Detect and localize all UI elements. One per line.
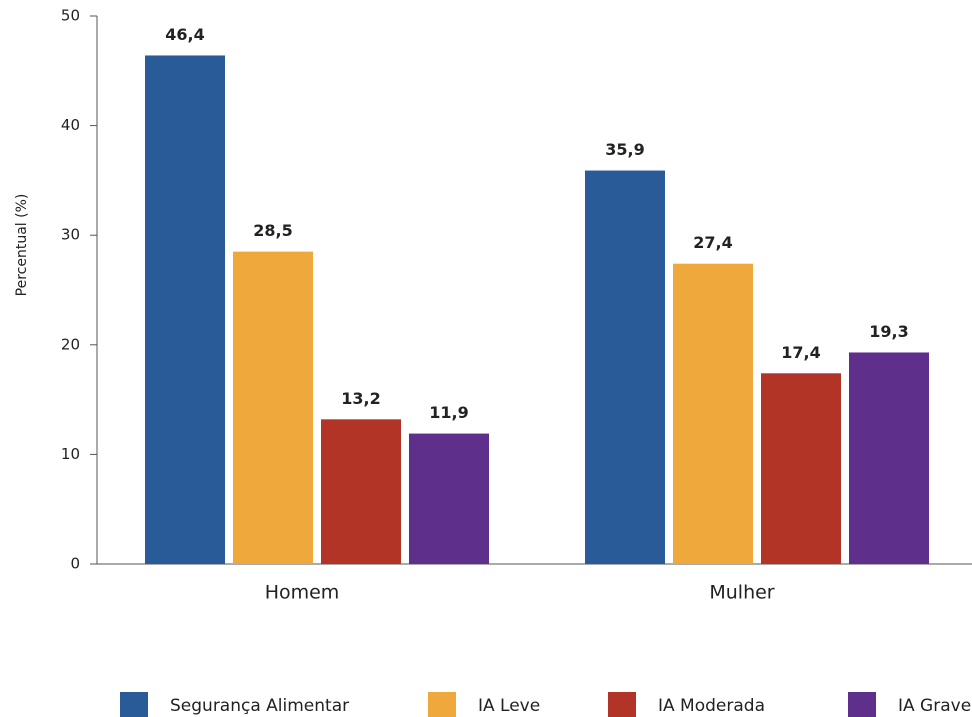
value-label: 28,5 — [253, 221, 292, 240]
value-label: 46,4 — [165, 25, 204, 44]
y-tick-label: 10 — [61, 445, 80, 463]
y-tick-label: 30 — [61, 226, 80, 244]
bar — [409, 433, 489, 564]
y-tick-label: 40 — [61, 116, 80, 134]
y-axis-label: Percentual (%) — [14, 194, 30, 297]
bar — [233, 251, 313, 564]
bar — [673, 263, 753, 564]
legend-swatch — [120, 692, 148, 717]
bar — [145, 55, 225, 565]
value-label: 27,4 — [693, 233, 732, 252]
bar — [849, 352, 929, 564]
value-label: 19,3 — [869, 322, 908, 341]
y-tick-label: 50 — [61, 7, 80, 25]
value-label: 17,4 — [781, 343, 820, 362]
bar — [761, 373, 841, 564]
bar — [321, 419, 401, 564]
legend-label: Segurança Alimentar — [170, 696, 349, 716]
y-tick-label: 20 — [61, 335, 80, 353]
legend-swatch — [608, 692, 636, 717]
legend-label: IA Leve — [478, 696, 540, 716]
value-label: 13,2 — [341, 389, 380, 408]
bar — [585, 170, 665, 564]
legend-label: IA Moderada — [658, 696, 765, 716]
y-tick-label: 0 — [70, 555, 80, 573]
legend-swatch — [428, 692, 456, 717]
value-label: 11,9 — [429, 403, 468, 422]
legend-label: IA Grave — [898, 696, 971, 716]
x-tick-label: Homem — [265, 582, 340, 604]
value-label: 35,9 — [605, 140, 644, 159]
x-tick-label: Mulher — [709, 582, 774, 604]
legend-swatch — [848, 692, 876, 717]
